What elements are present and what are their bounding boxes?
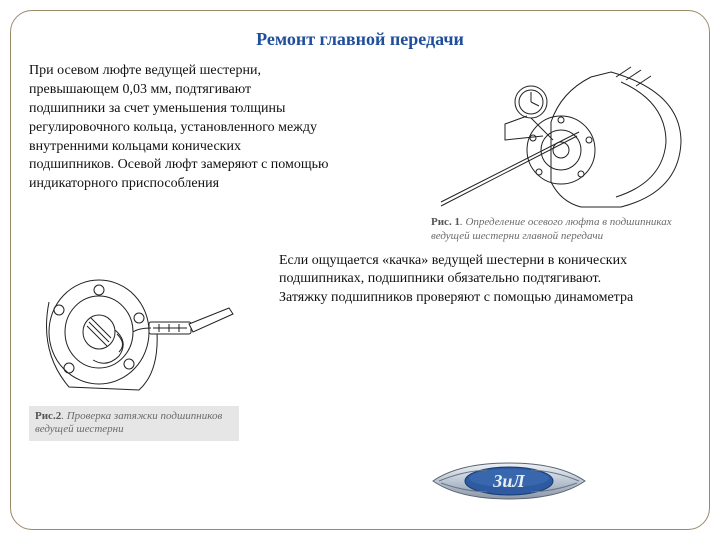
zil-badge-icon: ЗиЛ: [429, 457, 589, 505]
figure-2-caption-text: . Проверка затяжки подшипников ведущей ш…: [35, 410, 222, 436]
logo-text: ЗиЛ: [492, 471, 525, 491]
paragraph-1: При осевом люфте ведущей шестерни, превы…: [29, 62, 329, 194]
figure-2-illustration: [29, 252, 239, 402]
figure-1-illustration: [431, 62, 691, 212]
figure-2-box: Рис.2. Проверка затяжки подшипников веду…: [29, 252, 259, 442]
figure-1-caption-text: . Определение осевого люфта в подшипника…: [431, 216, 672, 242]
row-1: При осевом люфте ведущей шестерни, превы…: [29, 62, 691, 244]
figure-1-caption: Рис. 1. Определение осевого люфта в подш…: [431, 216, 691, 244]
paragraph-2a: Если ощущается «качка» ведущей шестерни …: [279, 253, 627, 287]
row-2: Рис.2. Проверка затяжки подшипников веду…: [29, 252, 691, 442]
figure-2-label: Рис.2: [35, 410, 61, 422]
paragraph-2: Если ощущается «качка» ведущей шестерни …: [279, 252, 691, 309]
document-frame: Ремонт главной передачи При осевом люфте…: [10, 10, 710, 530]
brand-logo: ЗиЛ: [429, 457, 589, 505]
figure-1-label: Рис. 1: [431, 216, 460, 228]
figure-2-caption: Рис.2. Проверка затяжки подшипников веду…: [29, 406, 239, 442]
page-title: Ремонт главной передачи: [29, 29, 691, 50]
figure-1-box: Рис. 1. Определение осевого люфта в подш…: [339, 62, 691, 244]
paragraph-2b: Затяжку подшипников проверяют с помощью …: [279, 290, 633, 305]
